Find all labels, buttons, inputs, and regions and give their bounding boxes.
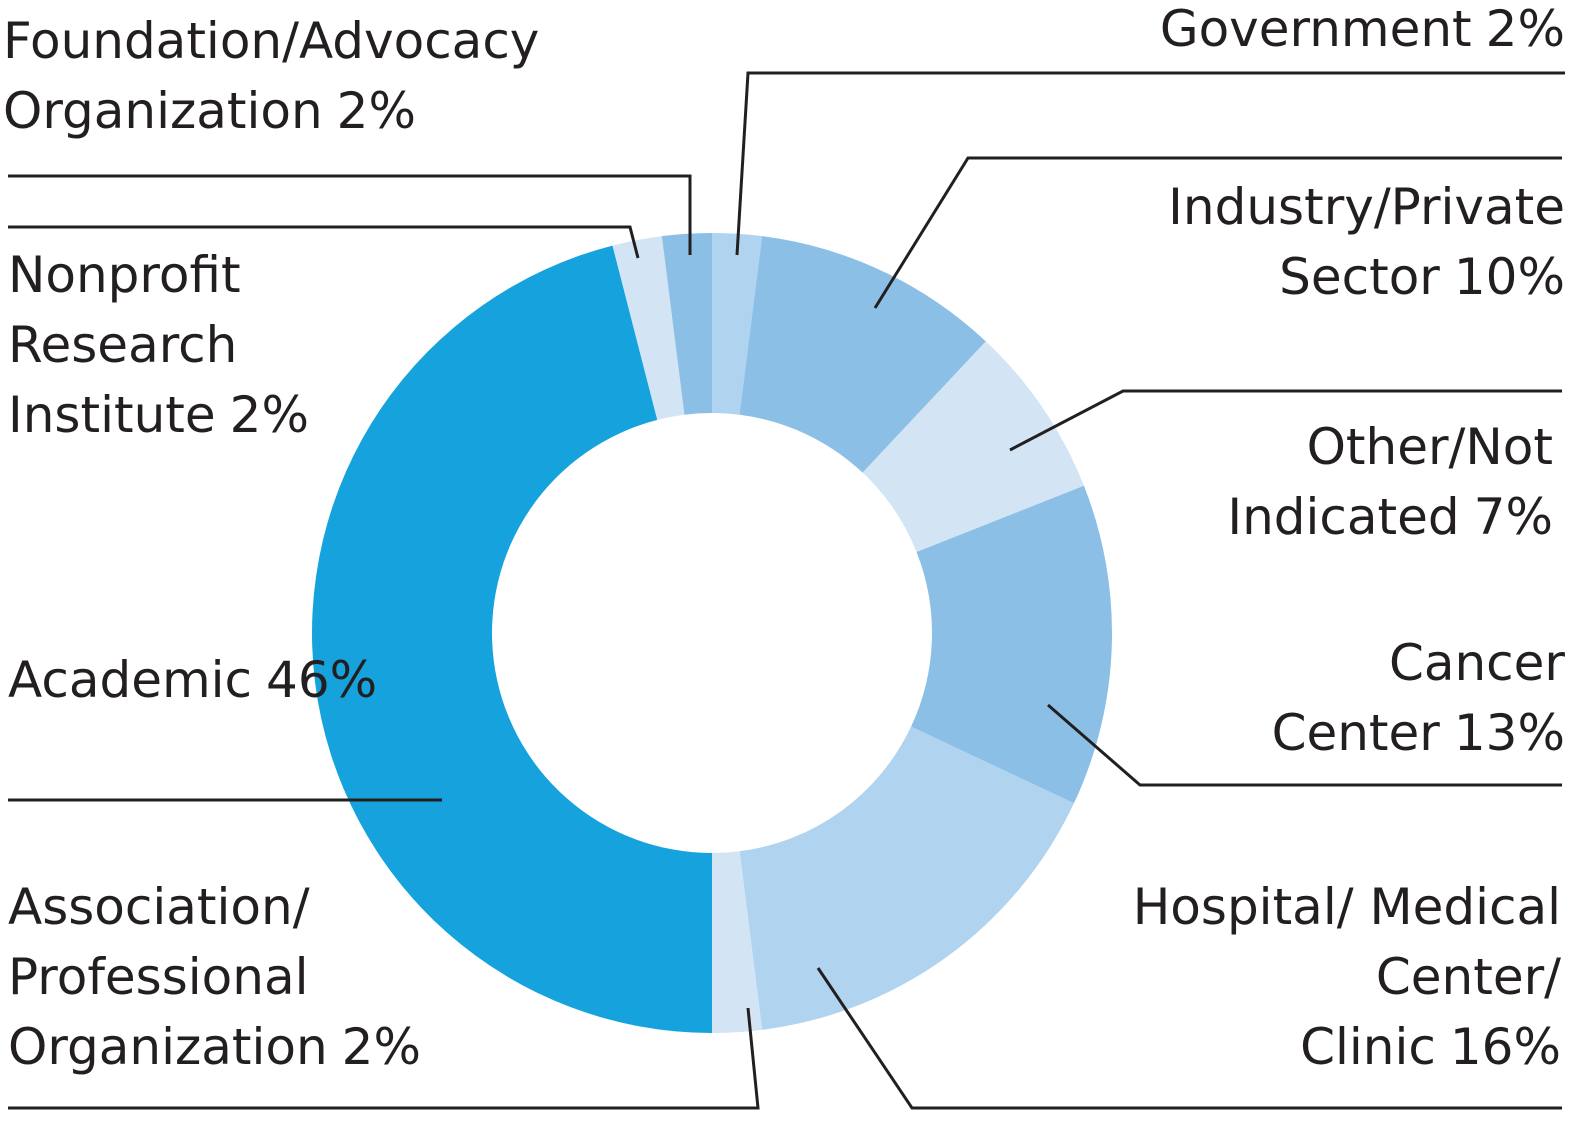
leader-line xyxy=(8,174,692,255)
category-name: Other/Not Indicated xyxy=(1227,418,1553,546)
leader-line xyxy=(735,71,1565,256)
segment-label: Hospital/ Medical Center/ Clinic 16% xyxy=(1101,872,1561,1082)
leader-line xyxy=(873,156,1562,309)
category-name: Industry/Private Sector xyxy=(1168,178,1565,306)
donut-segment xyxy=(911,485,1113,804)
donut-segment xyxy=(739,236,986,473)
category-name: Government xyxy=(1159,0,1472,58)
category-name: Hospital/ Medical Center/ Clinic xyxy=(1132,878,1561,1076)
segment-label: Government 2% xyxy=(865,0,1565,64)
leader-line xyxy=(8,1007,760,1110)
segment-label: Industry/Private Sector 10% xyxy=(1095,172,1565,312)
value-label: 10% xyxy=(1453,248,1565,306)
value-label: 7% xyxy=(1473,488,1553,546)
category-name: Academic xyxy=(8,651,253,709)
category-name: Cancer Center xyxy=(1271,634,1565,762)
value-label: 2% xyxy=(1485,0,1565,58)
leader-line xyxy=(1009,389,1562,452)
donut-segment xyxy=(712,851,763,1033)
category-name: Nonprofit Research Institute xyxy=(8,246,241,444)
value-label: 2% xyxy=(341,1018,421,1076)
donut-segment xyxy=(739,726,1074,1030)
value-label: 13% xyxy=(1453,704,1565,762)
segment-label: Other/Not Indicated 7% xyxy=(1173,412,1553,552)
donut-segment xyxy=(312,245,712,1033)
segment-label: Nonprofit Research Institute 2% xyxy=(8,240,309,450)
category-name: Association/ Professional Organization xyxy=(8,878,328,1076)
leader-line xyxy=(1047,703,1562,787)
donut-segment xyxy=(862,341,1084,553)
segment-label: Foundation/Advocacy Organization 2% xyxy=(3,6,663,146)
value-label: 16% xyxy=(1449,1018,1561,1076)
value-label: 2% xyxy=(336,82,416,140)
donut-segment xyxy=(712,233,763,415)
segment-label: Academic 46% xyxy=(8,645,377,715)
segment-label: Cancer Center 13% xyxy=(1125,628,1565,768)
donut-segment xyxy=(612,236,685,420)
leader-line xyxy=(8,225,640,259)
value-label: 46% xyxy=(266,651,378,709)
category-name: Foundation/Advocacy Organization xyxy=(3,12,540,140)
value-label: 2% xyxy=(229,386,309,444)
donut-segment xyxy=(661,233,712,415)
segment-label: Association/ Professional Organization 2% xyxy=(8,872,508,1082)
leader-line xyxy=(816,967,1562,1110)
